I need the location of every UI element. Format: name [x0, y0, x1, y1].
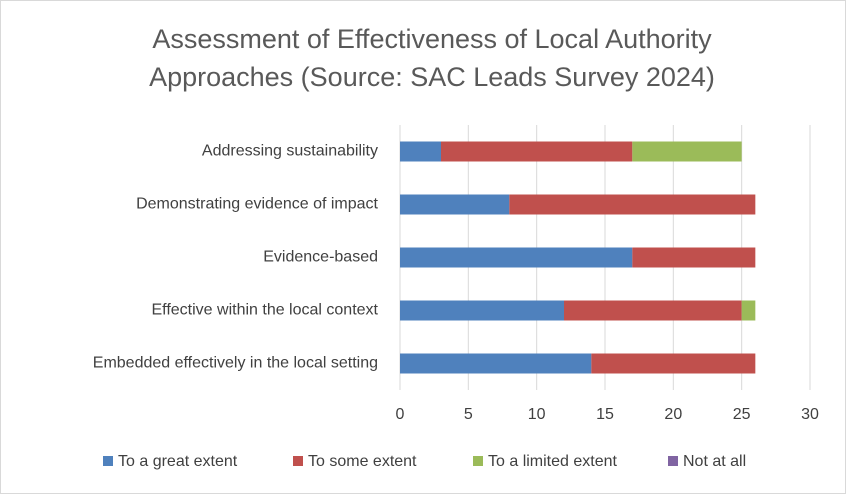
x-tick-label: 30 [801, 406, 819, 423]
bar-segment [564, 300, 742, 321]
chart-title-line: Approaches (Source: SAC Leads Survey 202… [149, 62, 715, 92]
bar-segment [400, 194, 510, 215]
bar-segment [400, 141, 441, 162]
x-tick-label: 10 [528, 406, 546, 423]
bar-segment [632, 141, 742, 162]
bar-segment [441, 141, 633, 162]
x-tick-label: 20 [664, 406, 682, 423]
y-tick-label: Embedded effectively in the local settin… [93, 355, 378, 372]
x-tick-label: 5 [464, 406, 473, 423]
bar-segment [632, 247, 756, 268]
bar-segment [400, 247, 633, 268]
y-tick-label: Demonstrating evidence of impact [136, 196, 378, 213]
bar-segment [400, 353, 592, 374]
x-tick-label: 15 [596, 406, 614, 423]
chart-title-line: Assessment of Effectiveness of Local Aut… [152, 24, 712, 54]
legend-label: Not at all [683, 453, 746, 470]
legend-swatch [668, 456, 678, 466]
legend-label: To a limited extent [488, 453, 618, 470]
y-tick-label: Addressing sustainability [202, 143, 378, 160]
x-tick-label: 0 [396, 406, 405, 423]
x-tick-label: 25 [733, 406, 751, 423]
y-tick-label: Effective within the local context [152, 302, 379, 319]
bar-segment [741, 300, 756, 321]
legend-label: To some extent [308, 453, 417, 470]
legend-swatch [293, 456, 303, 466]
legend-swatch [103, 456, 113, 466]
bar-segment [400, 300, 564, 321]
bar-segment [509, 194, 756, 215]
legend-label: To a great extent [118, 453, 238, 470]
y-tick-label: Evidence-based [263, 249, 378, 266]
bar-segment [591, 353, 756, 374]
legend-swatch [473, 456, 483, 466]
